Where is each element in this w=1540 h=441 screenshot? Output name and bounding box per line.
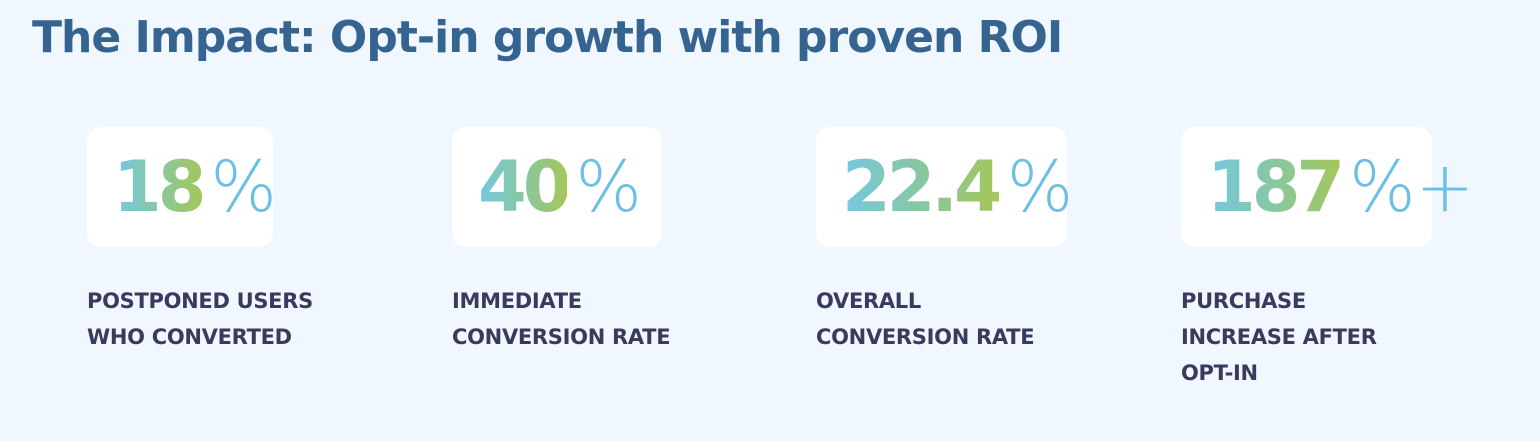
stat-label: PURCHASE INCREASE AFTER OPT-IN	[1181, 283, 1432, 391]
stat-label: OVERALL CONVERSION RATE	[816, 283, 1067, 355]
stat-label-line: PURCHASE	[1181, 289, 1306, 313]
stat-card: 22.4%	[816, 127, 1073, 247]
stat-label-line: CONVERSION RATE	[452, 325, 671, 349]
stat-label-line: CONVERSION RATE	[816, 325, 1035, 349]
stat-card: 187 %+	[1181, 127, 1474, 247]
stat-label-line: POSTPONED USERS	[87, 289, 313, 313]
stat-suffix: %	[1006, 146, 1074, 228]
stat-label-line: INCREASE AFTER	[1181, 325, 1377, 349]
page-title: The Impact: Opt-in growth with proven RO…	[32, 12, 1063, 63]
stat-value: 40	[478, 146, 571, 228]
stat-value: 187	[1207, 146, 1345, 228]
stat-card: 18%	[87, 127, 277, 247]
stat-suffix: %	[210, 146, 277, 228]
stat-overall-conversion: 22.4% OVERALL CONVERSION RATE	[816, 127, 1073, 355]
stat-label-line: OVERALL	[816, 289, 921, 313]
stat-value: 18	[113, 146, 206, 228]
stat-card: 40%	[452, 127, 662, 247]
stat-suffix: %	[575, 146, 642, 228]
stat-label-line: WHO CONVERTED	[87, 325, 292, 349]
stat-label-line: IMMEDIATE	[452, 289, 582, 313]
stat-label: POSTPONED USERS WHO CONVERTED	[87, 283, 313, 355]
stat-suffix: %+	[1349, 146, 1475, 228]
stat-value: 22.4	[842, 146, 1003, 228]
stat-postponed-users: 18% POSTPONED USERS WHO CONVERTED	[87, 127, 313, 355]
stat-purchase-increase: 187 %+ PURCHASE INCREASE AFTER OPT-IN	[1181, 127, 1474, 391]
stat-label: IMMEDIATE CONVERSION RATE	[452, 283, 671, 355]
stat-immediate-conversion: 40% IMMEDIATE CONVERSION RATE	[452, 127, 671, 355]
stat-label-line: OPT-IN	[1181, 361, 1258, 385]
